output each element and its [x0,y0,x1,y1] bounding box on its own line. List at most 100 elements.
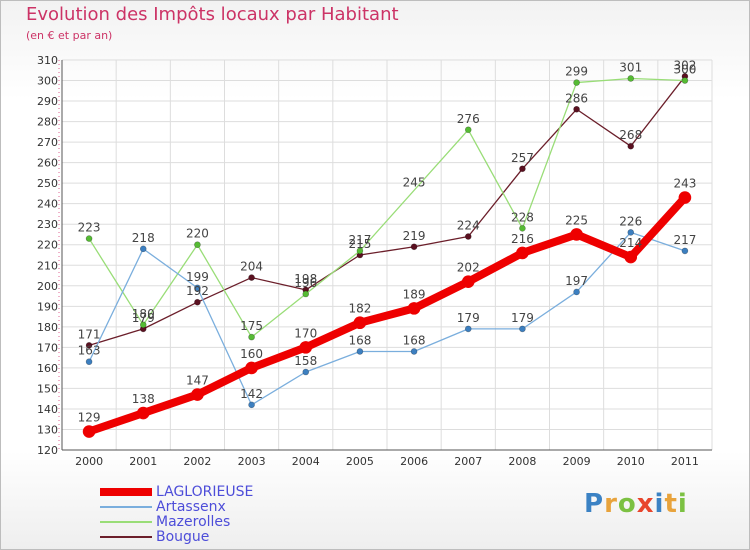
data-point [464,126,472,134]
data-label: 301 [619,60,642,74]
data-point [85,235,93,242]
data-point [681,77,689,84]
x-tick-label: 2004 [292,455,320,468]
y-tick-label: 160 [37,362,58,375]
legend-item-laglorieuse: LAGLORIEUSE [100,484,320,500]
data-point [678,191,692,204]
data-label: 198 [294,272,317,286]
data-point [136,406,150,420]
data-label: 245 [403,175,426,189]
data-point [410,243,418,251]
legend-label: Artassenx [156,499,226,515]
data-label: 168 [403,333,426,347]
data-point [191,388,204,401]
data-point [299,341,313,354]
data-label: 286 [565,91,588,105]
data-point [461,275,475,288]
data-point [356,247,364,255]
data-point [410,348,418,355]
logo-letter: r [604,489,618,519]
data-label: 204 [240,260,263,274]
data-label: 160 [240,347,263,361]
y-tick-label: 290 [37,95,58,108]
y-tick-label: 190 [37,300,58,313]
data-label: 171 [78,327,101,341]
proxiti-logo: Proxiti [584,489,688,519]
data-label: 179 [132,311,155,325]
data-label: 223 [78,221,101,235]
data-label: 142 [240,387,263,401]
data-point [573,288,580,296]
data-point [194,298,201,306]
data-point [681,247,689,255]
chart-subtitle: (en € et par an) [26,29,113,42]
series-line [88,75,686,346]
legend-item-mazerolles: Mazerolles [100,514,320,530]
data-point [627,75,635,82]
data-point [573,79,580,86]
y-tick-label: 240 [37,198,58,211]
data-label: 179 [457,311,480,325]
data-label: 243 [673,177,696,191]
data-point [139,245,147,253]
data-label: 302 [673,58,696,72]
data-point [245,361,258,375]
data-label: 182 [348,302,371,316]
data-point [516,246,529,260]
legend-swatch [100,536,152,538]
logo-letter: P [584,489,605,519]
logo-letter: t [664,489,678,519]
data-label: 299 [565,65,588,79]
y-tick-label: 170 [37,341,58,354]
legend-swatch [100,506,152,508]
data-label: 189 [403,287,426,301]
data-label: 224 [457,219,480,233]
data-point [248,333,255,341]
y-tick-label: 270 [37,136,58,149]
y-tick-label: 130 [37,423,58,436]
data-label: 217 [348,233,371,247]
x-tick-label: 2005 [346,455,374,468]
data-point [85,358,93,366]
legend-label: LAGLORIEUSE [156,484,254,500]
y-tick-label: 120 [37,444,58,457]
data-label: 170 [294,326,317,340]
data-point [248,401,255,409]
x-tick-label: 2010 [617,455,645,468]
legend-item-bougue: Bougue [100,529,320,545]
data-point [573,105,580,113]
legend-label: Bougue [156,529,210,545]
data-label: 163 [78,344,101,358]
data-label: 268 [619,128,642,142]
data-point [248,274,255,281]
data-label: 220 [186,227,209,241]
data-label: 175 [240,319,263,333]
data-label: 228 [511,210,534,224]
data-label: 202 [457,261,480,275]
x-tick-label: 2001 [129,455,157,468]
data-label: 219 [403,229,426,243]
data-point [194,284,201,292]
series-line [88,231,686,406]
data-label: 300 [673,63,696,77]
data-point [519,165,526,173]
data-label: 147 [186,374,209,388]
y-tick-label: 230 [37,218,58,231]
data-label: 216 [511,232,534,246]
y-tick-label: 310 [37,54,58,67]
x-tick-label: 2009 [563,455,591,468]
legend-swatch [100,521,152,523]
x-tick-label: 2008 [508,455,536,468]
y-tick-label: 300 [37,75,58,88]
y-tick-label: 220 [37,239,58,252]
y-tick-label: 280 [37,116,58,129]
data-point [519,325,526,333]
logo-letter: x [636,489,655,519]
data-label: 257 [511,151,534,165]
data-point [407,302,421,315]
data-point [302,290,310,298]
data-point [627,142,635,150]
data-point [356,348,364,355]
legend-item-artassenx: Artassenx [100,499,320,515]
